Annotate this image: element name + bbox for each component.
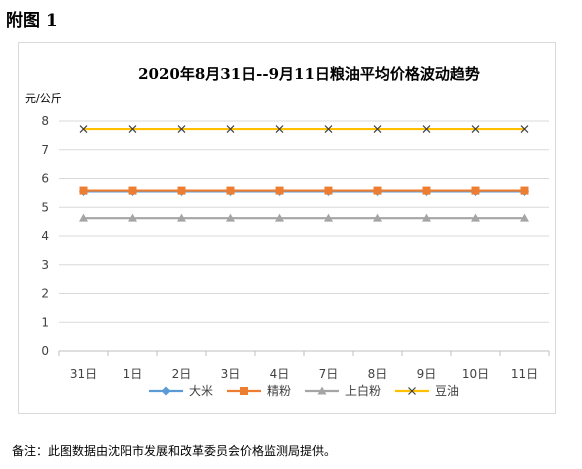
series-4-point	[128, 125, 137, 133]
legend-label: 大米	[189, 384, 213, 398]
y-tick-label: 4	[41, 229, 49, 243]
series-3-point	[324, 213, 333, 222]
y-tick-label: 3	[41, 258, 49, 272]
series-2-point	[79, 186, 88, 195]
y-tick-label: 1	[41, 315, 49, 329]
series-2-point	[422, 186, 431, 195]
series-4-point	[79, 125, 88, 133]
series-3-point	[422, 213, 431, 222]
x-tick-label: 7日	[319, 367, 339, 381]
series-2-point	[226, 186, 235, 195]
legend-swatch-marker	[408, 387, 416, 395]
series-2-point	[128, 186, 137, 195]
legend-swatch-marker	[161, 386, 171, 396]
y-tick-label: 8	[41, 114, 49, 128]
y-tick-label: 2	[41, 287, 49, 301]
x-tick-label: 8日	[368, 367, 388, 381]
x-tick-label: 3日	[221, 367, 241, 381]
chart-title: 2020年8月31日--9月11日粮油平均价格波动趋势	[138, 65, 480, 83]
x-tick-label: 9日	[417, 367, 437, 381]
series-4-point	[275, 125, 284, 133]
y-tick-label: 0	[41, 344, 49, 358]
y-unit-label: 元/公斤	[25, 92, 62, 105]
series-3-point	[471, 213, 480, 222]
x-tick-label: 11日	[511, 367, 538, 381]
x-tick-label: 10日	[462, 367, 489, 381]
chart-frame: 2020年8月31日--9月11日粮油平均价格波动趋势元/公斤 0 1 2 3 4 5 6 7 8…	[18, 42, 556, 414]
series-4-point	[226, 125, 235, 133]
y-tick-label: 5	[41, 200, 49, 214]
legend-label: 精粉	[267, 384, 291, 398]
series-3-point	[128, 213, 137, 222]
series-4-point	[520, 125, 529, 133]
series-2-point	[373, 186, 382, 195]
legend-label: 豆油	[435, 384, 459, 398]
x-tick-label: 4日	[270, 367, 290, 381]
series-4-point	[324, 125, 333, 133]
series-2-point	[177, 186, 186, 195]
y-tick-label: 6	[41, 172, 49, 186]
legend-label: 上白粉	[345, 383, 381, 398]
series-2-point	[520, 186, 529, 195]
figure-heading: 附图 1	[6, 11, 58, 31]
series-3-point	[226, 213, 235, 222]
series-4-point	[373, 125, 382, 133]
series-3-point	[79, 213, 88, 222]
series-3-point	[177, 213, 186, 222]
x-tick-label: 2日	[172, 367, 192, 381]
series-4-point	[177, 125, 186, 133]
legend-swatch-marker	[240, 387, 248, 395]
series-4-point	[422, 125, 431, 133]
series-3-point	[373, 213, 382, 222]
footnote: 备注：此图数据由沈阳市发展和改革委员会价格监测局提供。	[12, 444, 337, 458]
series-3-point	[275, 213, 284, 222]
series-3-point	[520, 213, 529, 222]
series-2-point	[324, 186, 333, 195]
series-2-point	[471, 186, 480, 195]
x-tick-label: 1日	[123, 367, 143, 381]
x-tick-label: 31日	[70, 367, 97, 381]
legend-swatch-marker	[317, 386, 327, 395]
series-2-point	[275, 186, 284, 195]
y-tick-label: 7	[41, 143, 49, 157]
series-4-point	[471, 125, 480, 133]
